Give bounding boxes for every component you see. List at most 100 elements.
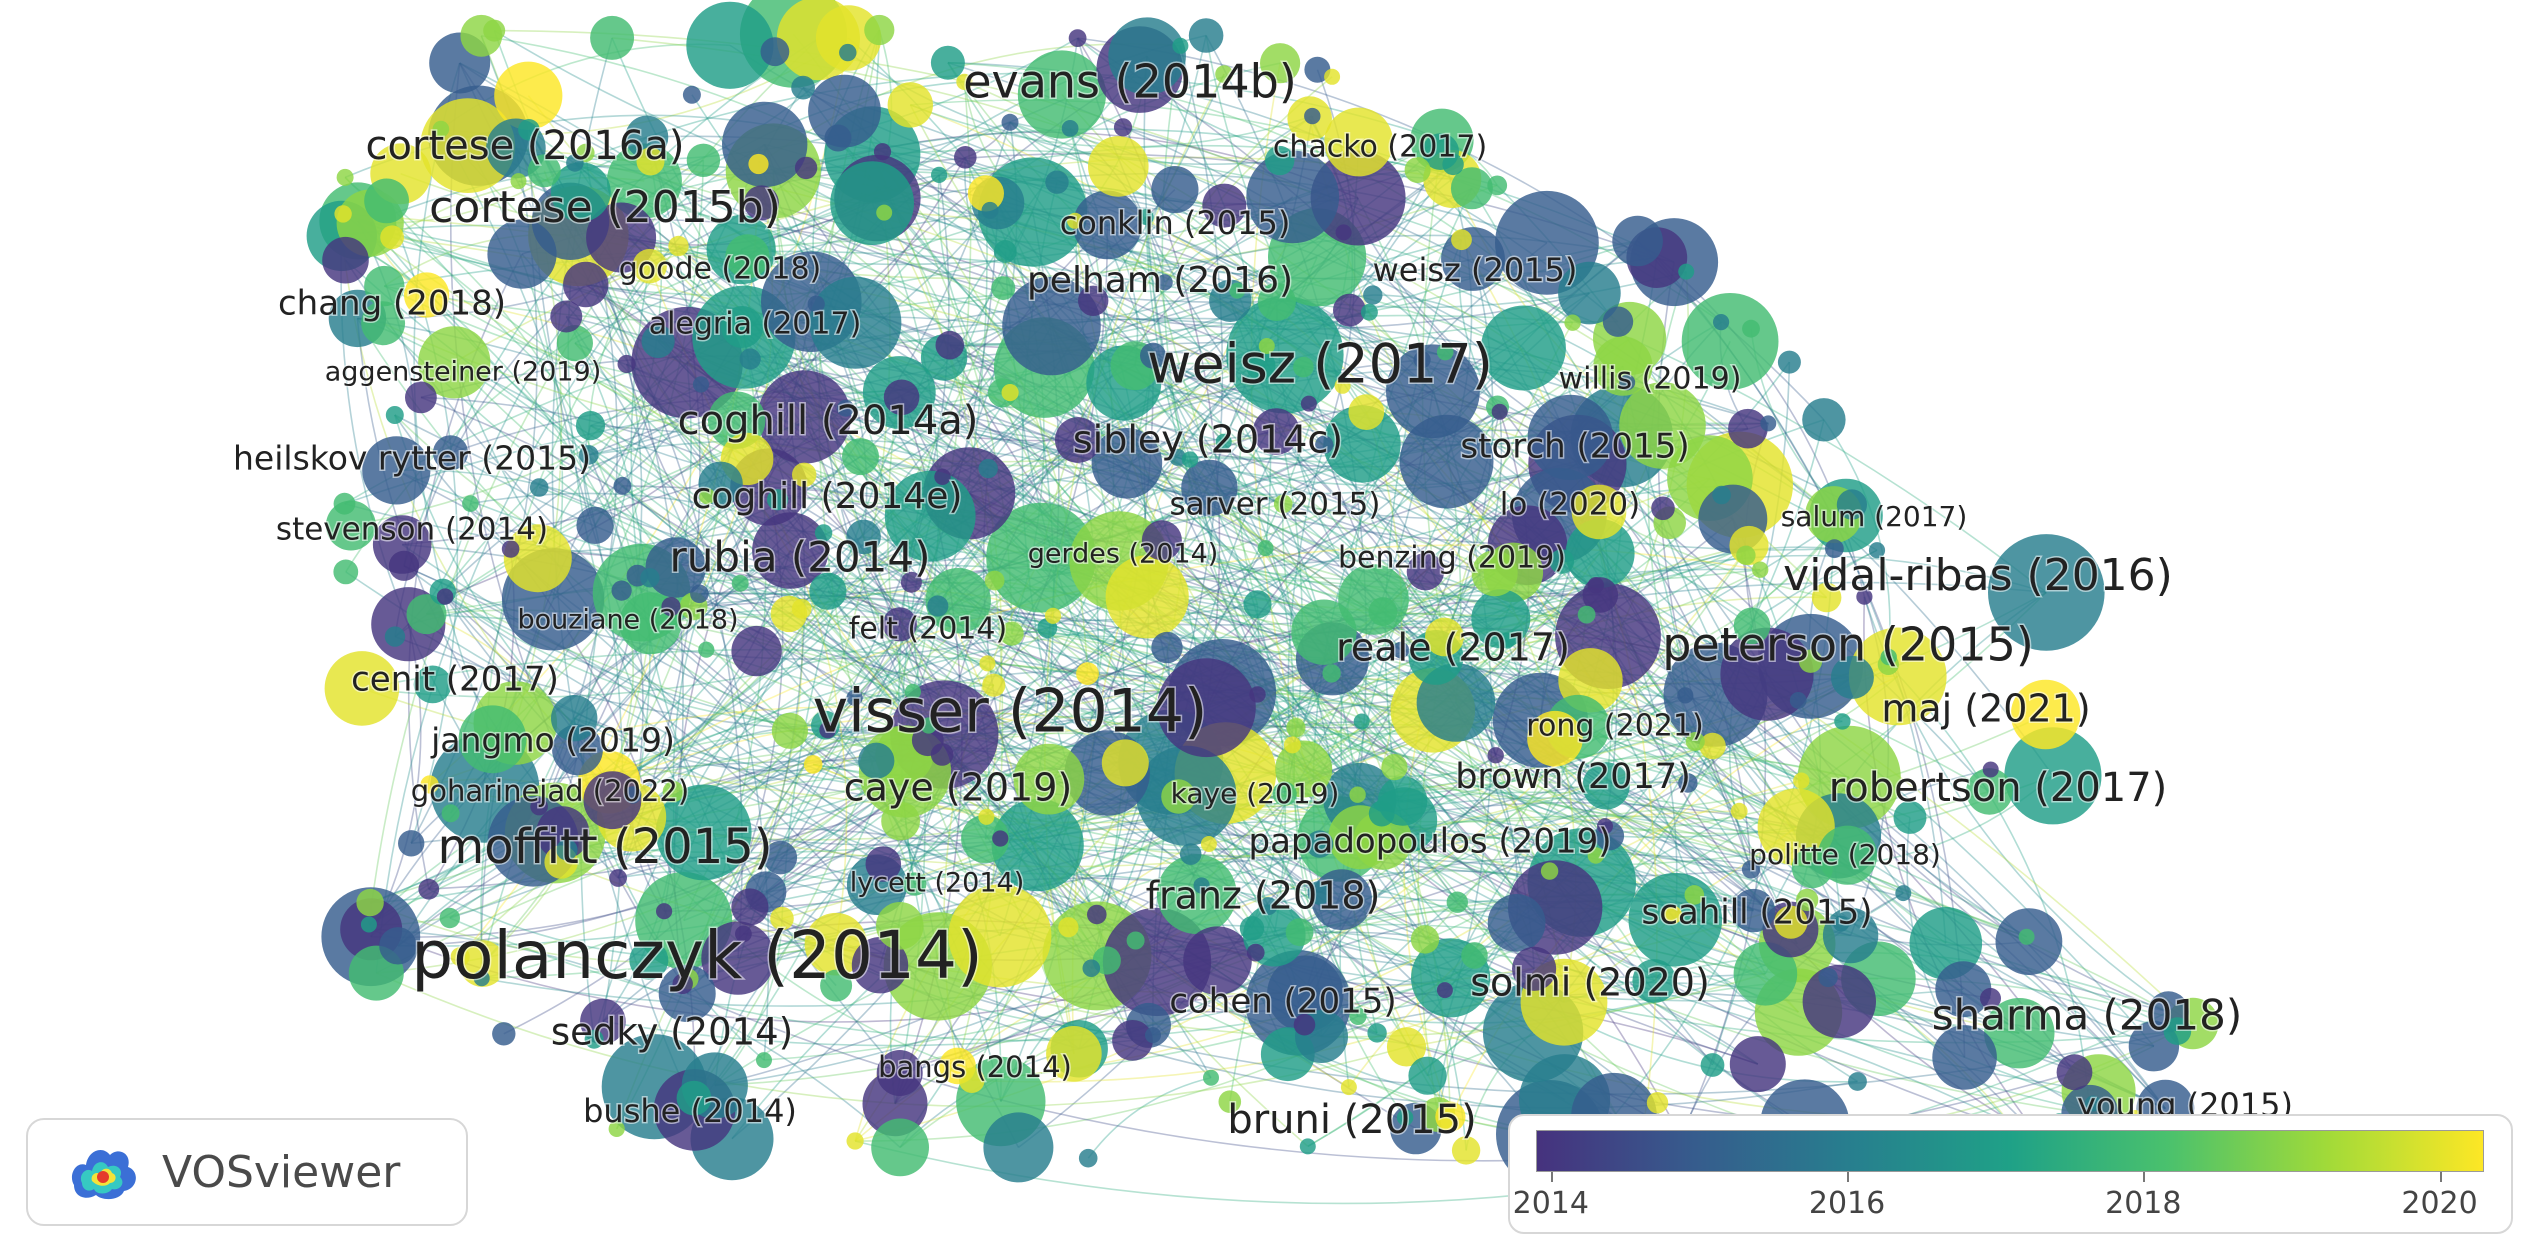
network-node[interactable] <box>1348 394 1385 430</box>
network-node[interactable] <box>1593 336 1653 396</box>
network-node[interactable] <box>1446 891 1469 913</box>
network-node[interactable] <box>324 651 400 726</box>
node-label[interactable]: willis (2019) <box>1557 360 1743 398</box>
network-node[interactable] <box>1200 836 1217 852</box>
network-node[interactable] <box>725 234 770 279</box>
network-node[interactable] <box>1442 153 1464 176</box>
network-node[interactable] <box>876 204 893 221</box>
node-label[interactable]: stevenson (2014) <box>274 510 549 549</box>
network-node[interactable] <box>920 717 937 734</box>
network-node[interactable] <box>1413 351 1431 369</box>
network-node[interactable] <box>1487 175 1508 196</box>
network-node[interactable] <box>550 300 583 333</box>
network-node[interactable] <box>1229 282 1246 299</box>
network-node[interactable] <box>1246 150 1340 244</box>
network-node[interactable] <box>1140 342 1166 369</box>
network-node[interactable] <box>1265 145 1295 176</box>
network-node[interactable] <box>632 248 667 284</box>
network-node[interactable] <box>503 524 572 593</box>
network-node[interactable] <box>1527 710 1583 767</box>
network-node[interactable] <box>1685 732 1705 751</box>
network-node[interactable] <box>1286 718 1306 738</box>
network-node[interactable] <box>1307 881 1332 905</box>
network-node[interactable] <box>934 468 951 485</box>
network-node[interactable] <box>731 888 769 926</box>
node-label[interactable]: maj (2021) <box>1880 685 2092 732</box>
network-node[interactable] <box>1243 590 1272 619</box>
node-label[interactable]: rong (2021) <box>1525 707 1705 745</box>
network-node[interactable] <box>930 45 965 80</box>
node-label[interactable]: solmi (2020) <box>1469 959 1712 1006</box>
node-label[interactable]: scahill (2015) <box>1640 891 1874 934</box>
network-node[interactable] <box>686 1 774 89</box>
node-label[interactable]: polanczyk (2014) <box>410 916 985 996</box>
network-node[interactable] <box>959 1067 985 1093</box>
network-node[interactable] <box>1340 1079 1357 1096</box>
network-node[interactable] <box>556 839 578 861</box>
network-node[interactable] <box>2056 1054 2093 1091</box>
network-node[interactable] <box>1002 276 1101 376</box>
network-node[interactable] <box>1451 1136 1481 1165</box>
network-node[interactable] <box>1836 489 1867 520</box>
network-node[interactable] <box>961 814 1010 863</box>
network-node[interactable] <box>927 595 949 617</box>
network-node[interactable] <box>2084 1095 2101 1112</box>
network-node[interactable] <box>625 115 669 159</box>
network-node[interactable] <box>1571 484 1627 540</box>
network-node[interactable] <box>1404 157 1431 183</box>
node-label[interactable]: coghill (2014e) <box>690 475 964 519</box>
network-node[interactable] <box>903 872 927 896</box>
network-node[interactable] <box>771 712 809 749</box>
network-node[interactable] <box>1172 37 1189 54</box>
node-label[interactable]: conklin (2015) <box>1058 203 1292 244</box>
network-node[interactable] <box>981 201 999 219</box>
network-node[interactable] <box>948 884 1052 988</box>
network-node[interactable] <box>441 804 460 823</box>
network-node[interactable] <box>1733 942 1798 1006</box>
network-node[interactable] <box>356 888 384 917</box>
node-label[interactable]: moffitt (2015) <box>436 818 774 877</box>
network-node[interactable] <box>1700 1053 1725 1077</box>
network-node[interactable] <box>1549 549 1575 574</box>
network-node[interactable] <box>1363 285 1383 305</box>
network-node[interactable] <box>1145 1027 1161 1044</box>
network-node[interactable] <box>492 1022 516 1046</box>
network-node[interactable] <box>1349 1007 1367 1025</box>
network-node[interactable] <box>842 438 879 476</box>
network-node[interactable] <box>809 572 847 610</box>
network-node[interactable] <box>760 37 790 67</box>
network-node[interactable] <box>999 621 1024 646</box>
network-node[interactable] <box>576 506 614 544</box>
network-node[interactable] <box>380 225 404 250</box>
network-node[interactable] <box>590 15 635 60</box>
network-node[interactable] <box>1055 417 1101 463</box>
network-node[interactable] <box>436 588 454 605</box>
network-node[interactable] <box>1091 428 1163 499</box>
network-node[interactable] <box>1802 964 1877 1039</box>
node-label[interactable]: felt (2014) <box>847 610 1008 648</box>
network-node[interactable] <box>1587 577 1605 594</box>
network-node[interactable] <box>527 154 561 188</box>
network-node[interactable] <box>624 786 642 804</box>
network-node[interactable] <box>699 488 716 505</box>
network-node[interactable] <box>1966 768 2013 815</box>
network-node[interactable] <box>398 830 425 857</box>
network-node[interactable] <box>1833 915 1850 932</box>
network-node[interactable] <box>1802 398 1846 442</box>
network-node[interactable] <box>887 82 933 128</box>
network-node[interactable] <box>1181 451 1199 468</box>
node-label[interactable]: goharinejad (2022) <box>409 773 690 810</box>
node-label[interactable]: benzing (2019) <box>1337 539 1568 577</box>
network-node[interactable] <box>1293 1013 1316 1036</box>
node-label[interactable]: chacko (2017) <box>1271 128 1488 166</box>
network-node[interactable] <box>473 970 490 987</box>
network-node[interactable] <box>1932 1025 1997 1090</box>
network-node[interactable] <box>865 846 902 882</box>
network-node[interactable] <box>1663 905 1683 924</box>
network-node[interactable] <box>1293 356 1314 378</box>
network-node[interactable] <box>1078 285 1109 316</box>
network-node[interactable] <box>1188 18 1224 53</box>
network-node[interactable] <box>1450 167 1493 210</box>
network-node[interactable] <box>1157 658 1256 758</box>
network-node[interactable] <box>360 916 377 933</box>
